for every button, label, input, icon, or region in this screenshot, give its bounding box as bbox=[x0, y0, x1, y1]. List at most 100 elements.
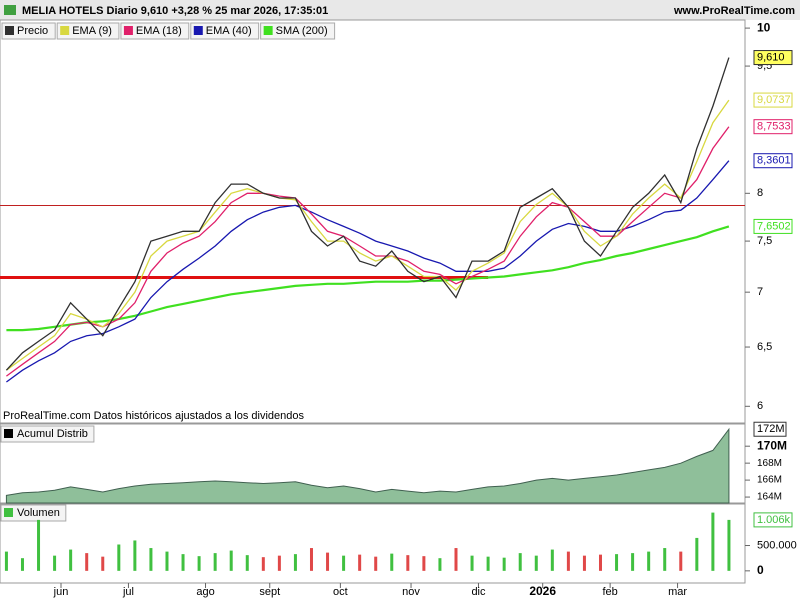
legend-label: EMA (18) bbox=[136, 25, 182, 37]
volume-bar bbox=[566, 551, 570, 571]
volume-bar bbox=[37, 519, 41, 571]
panel-header: Acumul Distrib bbox=[0, 425, 95, 443]
legend-entry: EMA (18) bbox=[120, 22, 190, 40]
legend-swatch bbox=[193, 26, 203, 35]
volume-bar bbox=[277, 555, 281, 571]
legend-entry: Precio bbox=[1, 22, 56, 40]
x-tick-label: jun bbox=[53, 586, 69, 598]
panel-header-box bbox=[0, 425, 95, 443]
last-value-label: 172M bbox=[757, 423, 785, 435]
y-tick-label: 164M bbox=[757, 492, 782, 503]
header-site: www.ProRealTime.com bbox=[673, 5, 795, 17]
legend-swatch bbox=[123, 26, 133, 35]
volume-bar bbox=[326, 552, 330, 571]
volume-bar bbox=[711, 512, 715, 571]
legend-swatch bbox=[60, 26, 70, 35]
volume-bar bbox=[245, 555, 249, 571]
volume-bar bbox=[85, 553, 89, 571]
legend-box bbox=[260, 22, 336, 40]
legend-label: EMA (9) bbox=[72, 25, 112, 37]
last-value-label: 9,0737 bbox=[757, 94, 791, 106]
price-panel bbox=[0, 19, 746, 424]
legend-box bbox=[120, 22, 190, 40]
y-tick-label: 170M bbox=[757, 438, 787, 452]
x-tick-label: ago bbox=[196, 586, 214, 598]
x-tick-label: dic bbox=[471, 586, 486, 598]
header-title: MELIA HOTELS Diario 9,610 +3,28 % 25 mar… bbox=[22, 5, 328, 17]
app-icon bbox=[4, 5, 16, 15]
indicator-line bbox=[6, 160, 730, 383]
volume-bar bbox=[470, 555, 474, 571]
footer-note: ProRealTime.com Datos históricos ajustad… bbox=[3, 410, 305, 422]
x-tick-label: jul bbox=[122, 586, 134, 598]
legend-label: EMA (40) bbox=[206, 25, 252, 37]
volume-bar bbox=[631, 553, 635, 571]
x-tick-label: 2026 bbox=[529, 584, 556, 598]
x-tick-label: sept bbox=[259, 586, 280, 598]
legend-entry: EMA (40) bbox=[190, 22, 260, 40]
volume-bar bbox=[438, 558, 442, 571]
volume-bar bbox=[502, 557, 506, 571]
last-value-box bbox=[753, 119, 793, 135]
panel-swatch bbox=[4, 429, 13, 438]
price-line bbox=[5, 57, 730, 371]
volume-bar bbox=[229, 550, 233, 571]
volume-bar bbox=[165, 551, 169, 571]
panel-title: Volumen bbox=[17, 507, 60, 519]
last-value-box bbox=[753, 218, 793, 234]
volume-bar bbox=[261, 557, 265, 571]
x-tick-label: oct bbox=[333, 586, 348, 598]
volume-bar bbox=[133, 540, 137, 571]
last-value-label: 1.006k bbox=[757, 514, 791, 526]
volume-bar bbox=[390, 553, 394, 571]
last-value-label: 8,7533 bbox=[757, 121, 791, 133]
y-tick-label: 10 bbox=[757, 20, 771, 34]
volume-bar bbox=[293, 554, 297, 571]
y-tick-label: 166M bbox=[757, 475, 782, 486]
last-value-box bbox=[753, 421, 787, 437]
accum-area bbox=[5, 427, 730, 504]
panel-header: Volumen bbox=[0, 504, 67, 522]
volume-bar bbox=[486, 556, 490, 571]
last-value-label: 7,6502 bbox=[757, 220, 791, 232]
indicator-line bbox=[6, 99, 730, 371]
legend-box bbox=[1, 22, 56, 40]
legend-box bbox=[56, 22, 120, 40]
legend-label: Precio bbox=[17, 25, 48, 37]
volume-bar bbox=[582, 555, 586, 571]
volume-bar bbox=[647, 551, 651, 571]
y-tick-label: 168M bbox=[757, 458, 782, 469]
indicator-line bbox=[6, 225, 730, 332]
volume-bar bbox=[534, 555, 538, 571]
volume-bar bbox=[615, 554, 619, 571]
volume-bar bbox=[374, 556, 378, 571]
volume-bar bbox=[695, 537, 699, 571]
volume-bar bbox=[117, 544, 121, 571]
volume-bar bbox=[422, 556, 426, 571]
last-value-label: 9,610 bbox=[757, 51, 785, 63]
header-bar bbox=[0, 0, 800, 20]
last-value-box bbox=[753, 92, 793, 108]
x-tick-label: nov bbox=[402, 586, 420, 598]
volume-bar bbox=[101, 556, 105, 571]
legend-entry: EMA (9) bbox=[56, 22, 120, 40]
volume-bar bbox=[679, 551, 683, 571]
y-tick-label: 8 bbox=[757, 187, 763, 199]
x-tick-label: mar bbox=[668, 586, 687, 598]
legend-box bbox=[190, 22, 260, 40]
volume-bar bbox=[663, 548, 667, 571]
volume-panel bbox=[0, 503, 746, 584]
volume-bar bbox=[454, 548, 458, 571]
panel-title: Acumul Distrib bbox=[17, 428, 88, 440]
legend-swatch bbox=[263, 26, 273, 35]
volume-bar bbox=[598, 554, 602, 571]
volume-bar bbox=[342, 555, 346, 571]
volume-bar bbox=[550, 549, 554, 571]
volume-bar bbox=[181, 554, 185, 571]
panel-swatch bbox=[4, 508, 13, 517]
volume-bar bbox=[518, 553, 522, 571]
legend-label: SMA (200) bbox=[276, 25, 328, 37]
volume-bar bbox=[309, 548, 313, 571]
y-tick-label: 6 bbox=[757, 400, 763, 412]
